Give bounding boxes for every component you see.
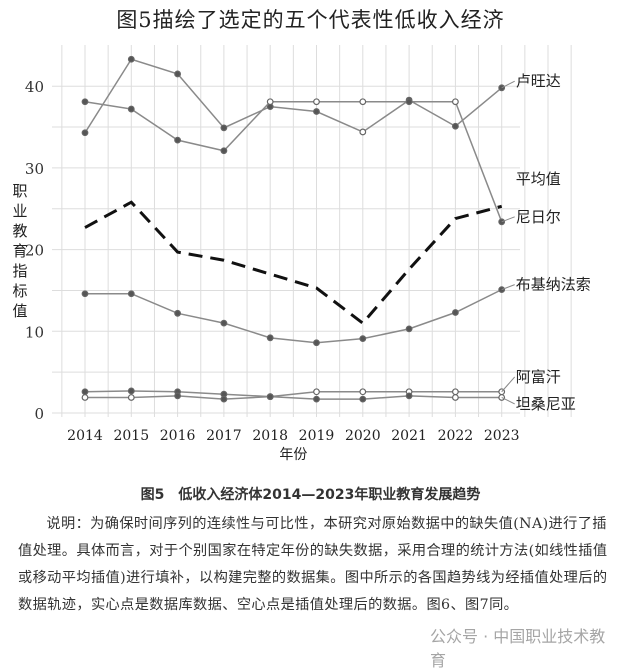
- series-line-坦桑尼亚: [85, 395, 502, 400]
- y-tick-label: 30: [25, 160, 44, 178]
- solid-data-point: [405, 325, 413, 333]
- solid-data-point: [313, 395, 320, 403]
- solid-data-point: [220, 395, 228, 403]
- y-tick-label: 10: [25, 323, 44, 341]
- series-label: 卢旺达: [516, 72, 561, 90]
- solid-data-point: [405, 98, 413, 106]
- hollow-data-point: [81, 394, 89, 401]
- solid-data-point: [359, 395, 367, 403]
- solid-data-point: [266, 393, 274, 401]
- solid-data-point: [313, 339, 320, 347]
- x-tick-label: 2016: [160, 428, 196, 444]
- x-tick-label: 2015: [113, 428, 149, 444]
- hollow-data-point: [359, 128, 367, 136]
- page-title: 图5描绘了选定的五个代表性低收入经济: [116, 8, 505, 32]
- hollow-data-point: [266, 98, 274, 106]
- series-line-阿富汗: [84, 390, 502, 398]
- solid-data-point: [220, 124, 228, 132]
- y-tick-label: 0: [34, 405, 44, 423]
- solid-data-point: [127, 290, 135, 298]
- x-tick-label: 2017: [206, 428, 242, 444]
- series-line-尼日尔: [84, 100, 503, 223]
- hollow-data-point: [313, 98, 320, 106]
- y-axis-label-char: 业: [12, 202, 27, 220]
- y-axis-label-char: 值: [12, 302, 27, 320]
- solid-data-point: [220, 319, 228, 327]
- solid-data-point: [81, 388, 89, 396]
- solid-data-point: [452, 122, 459, 130]
- hollow-data-point: [452, 394, 459, 401]
- y-axis-label-char: 职: [12, 182, 27, 200]
- x-axis-label: 年份: [279, 447, 307, 463]
- series-label: 坦桑尼亚: [516, 395, 576, 413]
- label-leader: [501, 80, 515, 89]
- solid-data-point: [81, 98, 89, 106]
- solid-data-point: [174, 136, 182, 144]
- line-chart: 0 10 20 30 40 2014 2015 2016 2017 2018 2019 2020 202…: [12, 45, 591, 463]
- x-tick-label: 2021: [391, 428, 427, 444]
- x-tick-label: 2018: [252, 428, 288, 444]
- y-tick-label: 20: [25, 242, 44, 260]
- y-tick-label: 40: [25, 78, 44, 96]
- x-tick-label: 2023: [484, 428, 520, 444]
- y-axis-label-char: 教: [12, 222, 27, 240]
- y-axis-label-char: 标: [12, 282, 27, 300]
- solid-data-point: [127, 55, 135, 63]
- figure-note: 说明：为确保时间序列的连续性与可比性，本研究对原始数据中的缺失值(NA)进行了插…: [18, 511, 610, 619]
- x-tick-label: 2019: [299, 428, 335, 444]
- solid-data-point: [174, 392, 182, 400]
- hollow-data-point: [359, 98, 367, 106]
- series-line-布基纳法索: [85, 288, 503, 344]
- series-label: 平均值: [516, 170, 561, 188]
- label-leader: [501, 397, 515, 405]
- x-tick-label: 2020: [345, 428, 381, 444]
- label-leader: [501, 284, 515, 291]
- solid-data-point: [359, 335, 367, 343]
- solid-data-point: [127, 105, 135, 113]
- x-tick-label: 2022: [438, 428, 474, 444]
- series-line-平均值: [84, 200, 503, 326]
- hollow-data-point: [127, 394, 135, 401]
- x-tick-label: 2014: [67, 428, 103, 444]
- hollow-data-point: [359, 388, 367, 396]
- y-axis-label-char: 育: [12, 242, 27, 260]
- solid-data-point: [174, 70, 182, 78]
- hollow-data-point: [452, 98, 459, 106]
- note-text: 说明：为确保时间序列的连续性与可比性，本研究对原始数据中的缺失值(NA)进行了插…: [18, 516, 608, 613]
- watermark: 公众号 · 中国职业技术教育: [430, 627, 606, 670]
- solid-data-point: [313, 108, 320, 115]
- series-label: 尼日尔: [516, 208, 561, 226]
- solid-data-point: [266, 334, 274, 342]
- solid-data-point: [220, 147, 228, 155]
- solid-data-point: [127, 387, 135, 395]
- series-line-卢旺达: [84, 58, 503, 134]
- solid-data-point: [81, 129, 89, 137]
- figure-caption: 图5 低收入经济体2014—2023年职业教育发展趋势: [140, 487, 481, 503]
- hollow-data-point: [452, 388, 459, 396]
- label-leader: [501, 376, 516, 393]
- solid-data-point: [81, 290, 89, 298]
- hollow-data-point: [313, 388, 320, 396]
- series-label: 阿富汗: [516, 368, 561, 386]
- solid-data-point: [174, 309, 182, 317]
- solid-data-point: [405, 392, 413, 400]
- solid-data-point: [452, 309, 459, 316]
- label-leader: [501, 216, 515, 223]
- series-label: 布基纳法索: [516, 276, 591, 294]
- y-axis-label-char: 指: [12, 262, 27, 280]
